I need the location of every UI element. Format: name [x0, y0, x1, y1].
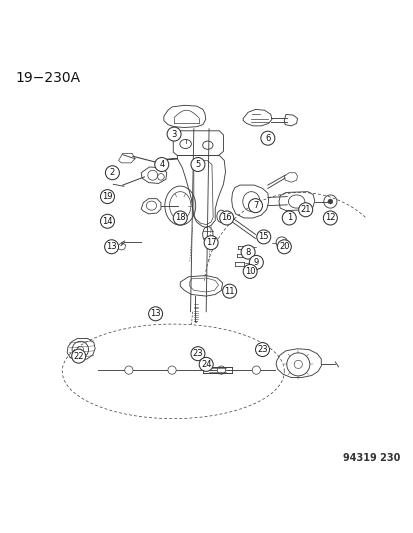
Text: 23: 23 [256, 345, 267, 354]
Text: 23: 23 [192, 349, 203, 358]
Text: 3: 3 [171, 130, 176, 139]
Text: 4: 4 [159, 160, 164, 169]
Text: 5: 5 [195, 160, 200, 169]
Circle shape [168, 366, 176, 374]
Circle shape [252, 366, 260, 374]
Circle shape [104, 240, 118, 254]
Text: 24: 24 [200, 360, 211, 369]
Text: 17: 17 [205, 238, 216, 247]
Text: 11: 11 [224, 287, 234, 296]
Text: 10: 10 [244, 267, 255, 276]
Circle shape [298, 203, 312, 217]
Circle shape [199, 358, 213, 372]
Text: 8: 8 [245, 248, 250, 256]
Circle shape [260, 131, 274, 145]
Circle shape [124, 366, 133, 374]
Text: 19−230A: 19−230A [16, 71, 81, 85]
Circle shape [204, 236, 218, 249]
Circle shape [154, 158, 169, 172]
Text: 2: 2 [109, 168, 115, 177]
Text: 14: 14 [102, 217, 112, 226]
Text: 12: 12 [324, 214, 335, 222]
Text: 6: 6 [265, 134, 270, 143]
Text: 7: 7 [252, 201, 258, 210]
Circle shape [277, 240, 291, 254]
Text: 18: 18 [175, 214, 185, 222]
Circle shape [219, 211, 233, 225]
Text: 22: 22 [73, 352, 84, 361]
Circle shape [240, 245, 254, 259]
Text: 9: 9 [253, 258, 259, 267]
Circle shape [256, 230, 270, 244]
Circle shape [255, 343, 269, 357]
Text: 15: 15 [258, 232, 268, 241]
Circle shape [323, 211, 337, 225]
Circle shape [71, 349, 85, 363]
Text: 1: 1 [286, 214, 291, 222]
Text: 20: 20 [278, 243, 289, 251]
Circle shape [100, 190, 114, 204]
Text: 13: 13 [150, 309, 161, 318]
Text: 21: 21 [300, 205, 310, 214]
Circle shape [100, 214, 114, 228]
Circle shape [190, 346, 204, 361]
Circle shape [282, 211, 296, 225]
Circle shape [148, 307, 162, 321]
Circle shape [167, 127, 180, 141]
Text: 13: 13 [106, 243, 116, 251]
Text: 19: 19 [102, 192, 112, 201]
Circle shape [222, 284, 236, 298]
Circle shape [249, 255, 263, 269]
Circle shape [105, 166, 119, 180]
Circle shape [248, 199, 262, 213]
Circle shape [242, 264, 256, 278]
Text: 94319 230: 94319 230 [342, 453, 399, 463]
Circle shape [327, 199, 332, 204]
Circle shape [173, 211, 187, 225]
Circle shape [190, 158, 204, 172]
Text: 16: 16 [221, 214, 232, 222]
Circle shape [217, 366, 225, 374]
